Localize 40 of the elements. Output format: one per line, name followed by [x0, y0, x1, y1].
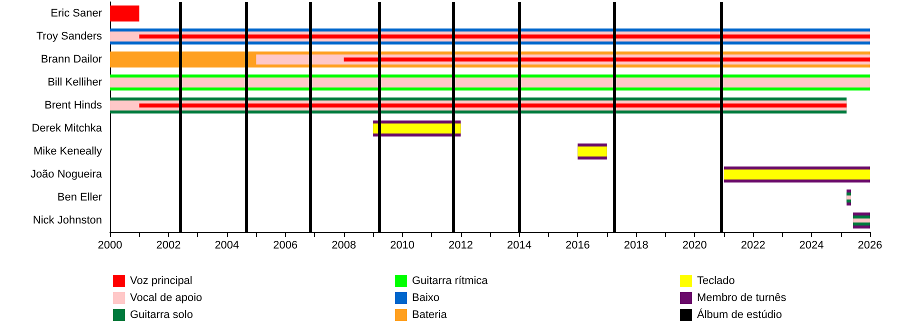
bar	[344, 58, 870, 62]
x-tick-label: 2026	[858, 240, 882, 252]
legend-label: Membro de turnês	[697, 292, 787, 304]
x-tick-label: 2014	[506, 240, 532, 252]
x-tick-label: 2010	[390, 240, 415, 252]
bar	[578, 146, 607, 156]
legend-label: Baixo	[412, 292, 440, 304]
bar	[724, 170, 870, 180]
x-tick-label: 2018	[624, 240, 648, 252]
y-tick-label: Ben Eller	[57, 192, 102, 204]
x-tick-label: 2024	[799, 240, 824, 252]
legend-label: Guitarra rítmica	[412, 275, 489, 287]
x-tick-label: 2008	[332, 240, 356, 252]
legend-label: Vocal de apoio	[130, 292, 202, 304]
y-tick-label: Bill Kelliher	[48, 76, 102, 88]
x-tick-label: 2016	[565, 240, 590, 252]
x-tick-label: 2002	[156, 240, 181, 252]
legend-label: Álbum de estúdio	[697, 308, 782, 321]
bar	[373, 124, 461, 134]
legend-label: Teclado	[697, 275, 735, 287]
bar	[110, 78, 870, 88]
y-tick-label: Derek Mitchka	[32, 122, 103, 134]
legend-label: Bateria	[412, 309, 448, 321]
legend-label: Voz principal	[130, 275, 192, 287]
y-tick-label: Eric Saner	[50, 8, 102, 20]
x-tick-label: 2020	[682, 240, 707, 252]
x-tick-label: 2000	[98, 240, 122, 252]
x-tick-label: 2022	[740, 240, 766, 252]
y-tick-label: Mike Keneally	[34, 146, 102, 158]
y-tick-label: Brann Dailor	[40, 54, 102, 66]
legend-label: Guitarra solo	[130, 309, 193, 321]
bar	[139, 34, 870, 38]
y-tick-label: Troy Sanders	[36, 30, 102, 42]
y-tick-label: Brent Hinds	[44, 100, 102, 112]
x-tick-label: 2012	[448, 240, 474, 252]
x-tick-label: 2004	[214, 240, 240, 252]
y-tick-label: João Nogueira	[30, 168, 103, 180]
bar	[139, 104, 847, 108]
y-tick-label: Nick Johnston	[32, 214, 102, 226]
x-tick-label: 2006	[273, 240, 298, 252]
